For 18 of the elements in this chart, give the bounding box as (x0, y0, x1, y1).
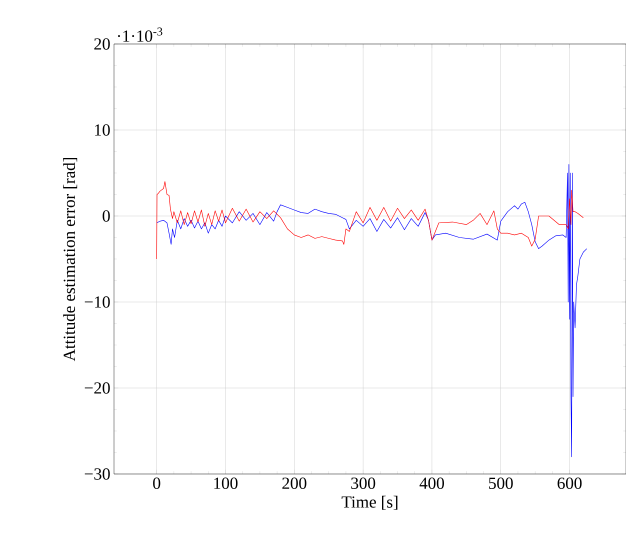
line-series (156, 181, 584, 260)
x-axis-title: Time [s] (342, 496, 398, 510)
y-tick-label: 10 (95, 124, 110, 136)
x-tick-label: 500 (489, 478, 513, 489)
y-tick-label: −30 (84, 468, 110, 480)
y-tick-label: 20 (94, 38, 110, 50)
y-tick-label: 0 (102, 210, 110, 222)
text: ·1·10$^{-3}$ (118, 28, 162, 42)
y-tick-label: −20 (84, 382, 110, 394)
y-axis-title: Attitude estimation error [rad] (63, 158, 78, 362)
y-tick-label: −10 (84, 296, 110, 308)
x-tick-label: 300 (351, 478, 376, 489)
x-tick-label: 100 (214, 478, 238, 489)
x-tick-label: 200 (282, 478, 306, 489)
line-series (156, 164, 588, 458)
x-tick-label: 400 (420, 478, 444, 489)
x-tick-label: 600 (558, 478, 582, 489)
x-tick-label: 0 (153, 478, 160, 489)
